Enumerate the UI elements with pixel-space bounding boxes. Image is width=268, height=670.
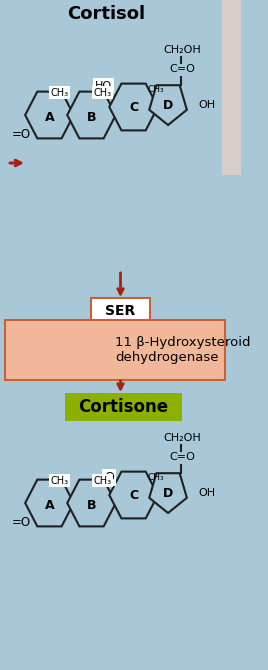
FancyBboxPatch shape [91,298,150,324]
Bar [222,0,241,175]
Text: CH₃: CH₃ [94,88,112,98]
Text: SER: SER [105,304,136,318]
Polygon shape [25,92,74,139]
Text: CH₂OH: CH₂OH [163,45,201,55]
Text: CH₃: CH₃ [94,476,112,486]
Text: CH₃: CH₃ [51,88,69,98]
Text: A: A [45,498,54,511]
Text: O: O [104,471,114,484]
Text: B: B [87,111,96,123]
Polygon shape [149,473,187,513]
Polygon shape [109,472,158,519]
Text: C=O: C=O [169,64,195,74]
Text: D: D [163,98,173,111]
Text: B: B [87,498,96,511]
Text: A: A [45,111,54,123]
Text: D: D [163,486,173,500]
Text: HO: HO [95,80,112,90]
Text: CH₂OH: CH₂OH [163,433,201,443]
Text: C=O: C=O [169,452,195,462]
Text: CH₃: CH₃ [147,85,164,94]
Text: CH₃: CH₃ [51,476,69,486]
FancyBboxPatch shape [5,320,225,380]
Text: =O: =O [12,516,31,529]
FancyBboxPatch shape [65,393,182,421]
Text: C: C [129,488,138,502]
Text: 11 β-Hydroxysteroid
dehydrogenase: 11 β-Hydroxysteroid dehydrogenase [115,336,251,364]
Polygon shape [67,92,116,139]
Polygon shape [149,85,187,125]
Text: Cortisol: Cortisol [67,5,145,23]
Text: =O: =O [12,128,31,141]
Text: OH: OH [199,100,216,110]
Text: Cortisone: Cortisone [78,398,168,416]
Text: CH₃: CH₃ [147,473,164,482]
Polygon shape [25,480,74,527]
Polygon shape [67,480,116,527]
Polygon shape [109,84,158,131]
Text: OH: OH [199,488,216,498]
Text: C: C [129,100,138,113]
